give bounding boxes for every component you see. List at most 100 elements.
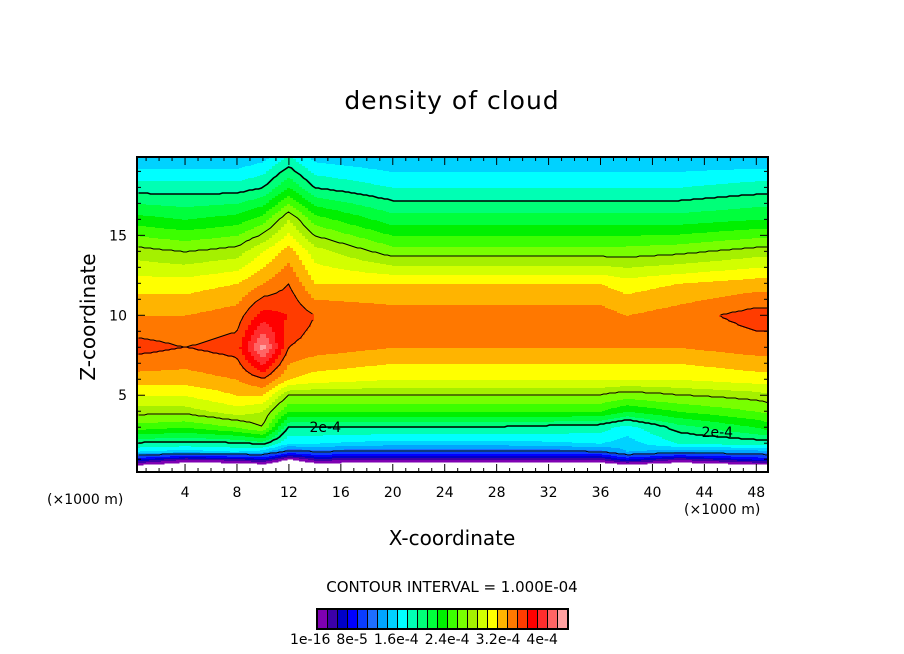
contour-cell	[317, 396, 321, 405]
contour-cell	[260, 462, 264, 465]
contour-cell	[299, 390, 303, 397]
contour-cell	[527, 247, 531, 257]
contour-cell	[260, 450, 264, 454]
contour-cell	[467, 456, 471, 459]
contour-cell	[308, 428, 312, 437]
contour-cell	[239, 457, 243, 459]
contour-cell	[344, 422, 348, 429]
contour-cell	[503, 157, 507, 173]
contour-cell	[203, 438, 207, 444]
contour-cell	[410, 456, 414, 459]
contour-cell	[464, 458, 468, 461]
contour-cell	[230, 405, 234, 415]
contour-cell	[557, 388, 561, 397]
contour-cell	[161, 460, 165, 462]
contour-cell	[254, 288, 258, 303]
contour-cell	[182, 446, 186, 451]
contour-cell	[227, 458, 231, 460]
contour-cell	[341, 202, 345, 213]
contour-cell	[227, 405, 231, 415]
contour-cell	[380, 446, 384, 450]
contour-cell	[368, 458, 372, 461]
contour-cell	[317, 457, 321, 460]
contour-cell	[224, 447, 228, 452]
contour-cell	[536, 201, 540, 214]
contour-cell	[293, 295, 297, 345]
contour-cell	[149, 447, 153, 452]
contour-cell	[302, 198, 306, 207]
contour-cell	[263, 251, 267, 268]
contour-cell	[455, 460, 459, 463]
contour-cell	[344, 302, 348, 354]
contour-cell	[485, 213, 489, 226]
contour-cell	[494, 380, 498, 389]
contour-cell	[461, 441, 465, 446]
contour-cell	[200, 291, 204, 313]
contour-cell	[296, 422, 300, 429]
contour-cell	[515, 256, 519, 267]
contour-cell	[305, 208, 309, 218]
contour-cell	[239, 322, 243, 348]
contour-cell	[245, 448, 249, 452]
contour-cell	[305, 310, 309, 332]
contour-cell	[173, 428, 177, 434]
contour-cell	[383, 422, 387, 429]
contour-cell	[308, 220, 312, 232]
contour-cell	[464, 434, 468, 442]
contour-cell	[212, 390, 216, 403]
contour-cell	[230, 452, 234, 454]
contour-cell	[191, 207, 195, 220]
contour-cell	[233, 247, 237, 260]
contour-cell	[476, 434, 480, 442]
contour-cell	[347, 192, 351, 204]
contour-cell	[518, 460, 522, 463]
contour-cell	[320, 371, 324, 384]
contour-cell	[335, 201, 339, 211]
contour-cell	[224, 426, 228, 432]
contour-cell	[536, 441, 540, 447]
contour-cell	[512, 452, 516, 455]
contour-cell	[164, 451, 168, 454]
contour-cell	[458, 364, 462, 381]
contour-cell	[488, 364, 492, 381]
contour-cell	[533, 201, 537, 214]
contour-cell	[416, 454, 420, 457]
contour-cell	[299, 404, 303, 413]
contour-cell	[344, 166, 348, 180]
contour-cell	[236, 246, 240, 259]
contour-cell	[185, 194, 189, 208]
contour-cell	[557, 460, 561, 463]
contour-cell	[137, 316, 141, 339]
contour-cell	[326, 412, 330, 418]
contour-cell	[425, 275, 429, 285]
contour-cell	[311, 357, 315, 373]
contour-cell	[572, 443, 576, 448]
contour-cell	[314, 236, 318, 248]
contour-cell	[509, 364, 513, 381]
contour-cell	[452, 305, 456, 349]
contour-cell	[251, 335, 255, 357]
contour-cell	[179, 369, 183, 386]
contour-cell	[554, 421, 558, 427]
contour-cell	[353, 446, 357, 450]
contour-cell	[479, 256, 483, 267]
contour-cell	[140, 430, 144, 435]
contour-cell	[518, 247, 522, 257]
contour-cell	[470, 225, 474, 237]
contour-cell	[584, 412, 588, 417]
contour-cell	[335, 157, 339, 166]
contour-cell	[329, 435, 333, 444]
contour-cell	[578, 416, 582, 422]
contour-cell	[164, 433, 168, 439]
contour-cell	[161, 217, 165, 229]
contour-cell	[140, 461, 144, 464]
contour-cell	[248, 460, 252, 462]
contour-cell	[164, 438, 168, 444]
contour-cell	[479, 213, 483, 226]
contour-cell	[230, 379, 234, 395]
contour-cell	[254, 396, 258, 405]
contour-cell	[296, 417, 300, 423]
contour-cell	[398, 284, 402, 306]
contour-cell	[575, 404, 579, 413]
contour-cell	[452, 172, 456, 189]
